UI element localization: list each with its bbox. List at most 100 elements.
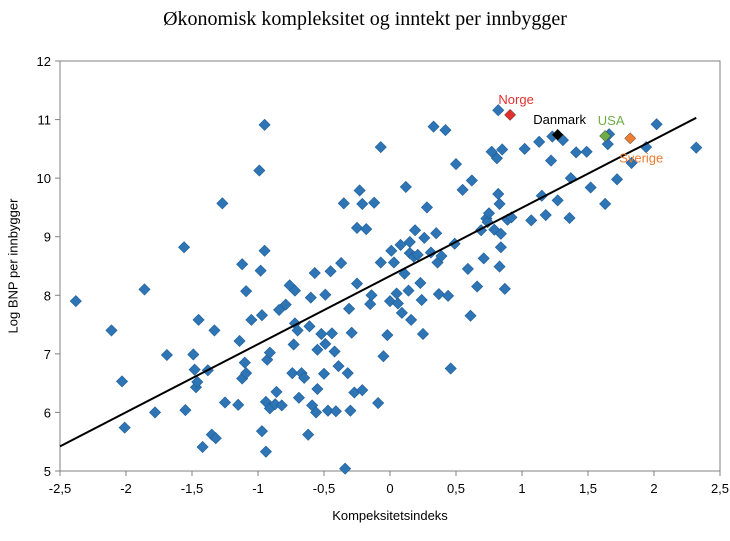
data-point bbox=[391, 297, 404, 310]
data-point bbox=[255, 309, 268, 322]
data-point bbox=[319, 337, 332, 350]
data-point bbox=[116, 375, 129, 388]
data-point bbox=[292, 391, 305, 404]
highlight-point bbox=[504, 108, 517, 121]
x-tick-label: -1,5 bbox=[181, 481, 203, 496]
data-point bbox=[208, 324, 221, 337]
data-point bbox=[238, 356, 251, 369]
highlight-point bbox=[624, 132, 637, 145]
data-point bbox=[187, 348, 200, 361]
data-point bbox=[138, 283, 151, 296]
data-point bbox=[258, 244, 271, 257]
data-point bbox=[525, 214, 538, 227]
data-point bbox=[364, 298, 377, 311]
data-point bbox=[405, 313, 418, 326]
data-point bbox=[611, 173, 624, 186]
data-point bbox=[356, 384, 369, 397]
data-point bbox=[449, 158, 463, 171]
y-tick-label: 8 bbox=[44, 288, 51, 303]
data-point bbox=[335, 257, 348, 270]
data-point bbox=[188, 363, 201, 376]
data-point bbox=[374, 141, 387, 154]
data-point bbox=[325, 327, 338, 340]
data-point bbox=[365, 289, 378, 302]
data-point bbox=[650, 118, 663, 131]
data-point bbox=[261, 353, 274, 366]
x-tick-label: 2 bbox=[650, 481, 657, 496]
y-tick-label: 9 bbox=[44, 230, 51, 245]
x-tick-label: 0 bbox=[386, 481, 393, 496]
data-point bbox=[324, 265, 337, 278]
y-tick-label: 6 bbox=[44, 405, 51, 420]
data-point bbox=[482, 207, 496, 220]
data-point bbox=[395, 306, 408, 319]
data-point bbox=[178, 241, 191, 254]
trend-line bbox=[59, 116, 697, 448]
data-point bbox=[545, 154, 558, 167]
data-point bbox=[350, 277, 364, 290]
data-point bbox=[368, 196, 381, 209]
x-axis-ticks: -2,5 -2 -1,5 -1 -0,5 0 0,5 1 1,5 2 2,5 bbox=[49, 471, 729, 496]
data-point bbox=[339, 462, 352, 475]
data-point bbox=[444, 362, 457, 375]
data-point bbox=[442, 289, 455, 302]
data-point bbox=[381, 329, 394, 342]
data-point bbox=[350, 221, 364, 234]
data-point bbox=[270, 385, 283, 398]
data-point bbox=[345, 326, 358, 339]
data-point bbox=[353, 184, 366, 197]
data-point bbox=[259, 445, 272, 458]
data-point bbox=[160, 349, 173, 362]
data-point bbox=[341, 367, 354, 380]
data-point bbox=[321, 404, 334, 417]
data-point bbox=[374, 256, 387, 269]
data-point bbox=[232, 398, 245, 411]
data-point bbox=[394, 238, 407, 251]
data-point bbox=[465, 174, 478, 187]
data-point bbox=[409, 224, 422, 237]
data-point bbox=[279, 298, 292, 311]
data-point bbox=[494, 227, 507, 240]
data-point bbox=[471, 280, 484, 293]
data-point bbox=[420, 201, 433, 214]
x-tick-label: -2 bbox=[120, 481, 132, 496]
data-point bbox=[415, 293, 428, 306]
data-point bbox=[477, 252, 490, 265]
data-point bbox=[564, 172, 577, 185]
data-point bbox=[584, 181, 597, 194]
y-tick-label: 12 bbox=[37, 54, 51, 69]
data-point bbox=[570, 146, 583, 159]
data-point bbox=[275, 399, 288, 412]
data-point bbox=[287, 338, 300, 351]
data-point bbox=[387, 256, 400, 269]
data-point bbox=[464, 309, 477, 322]
data-point bbox=[601, 138, 614, 151]
data-point bbox=[332, 360, 345, 373]
highlight-label: Norge bbox=[498, 92, 533, 107]
data-point bbox=[439, 124, 452, 137]
data-point bbox=[599, 197, 612, 210]
data-point bbox=[492, 104, 505, 117]
data-point bbox=[551, 194, 564, 207]
data-point bbox=[488, 223, 501, 236]
data-point bbox=[263, 346, 276, 359]
highlight-point bbox=[599, 130, 612, 142]
data-point bbox=[149, 406, 162, 419]
data-point bbox=[430, 227, 443, 240]
data-point bbox=[329, 405, 342, 418]
x-tick-label: -0,5 bbox=[313, 481, 335, 496]
x-tick-label: 1 bbox=[518, 481, 525, 496]
data-point bbox=[494, 241, 507, 254]
data-point bbox=[328, 345, 341, 358]
data-point bbox=[398, 267, 411, 280]
data-point bbox=[288, 284, 301, 297]
trend-line-group bbox=[59, 116, 697, 448]
data-point bbox=[319, 288, 332, 301]
x-axis-label: Kompeksitetsindeks bbox=[332, 508, 448, 523]
data-point bbox=[493, 197, 506, 210]
data-point bbox=[377, 350, 390, 363]
x-tick-label: 1,5 bbox=[579, 481, 597, 496]
data-point bbox=[253, 164, 266, 177]
data-point bbox=[461, 262, 474, 275]
